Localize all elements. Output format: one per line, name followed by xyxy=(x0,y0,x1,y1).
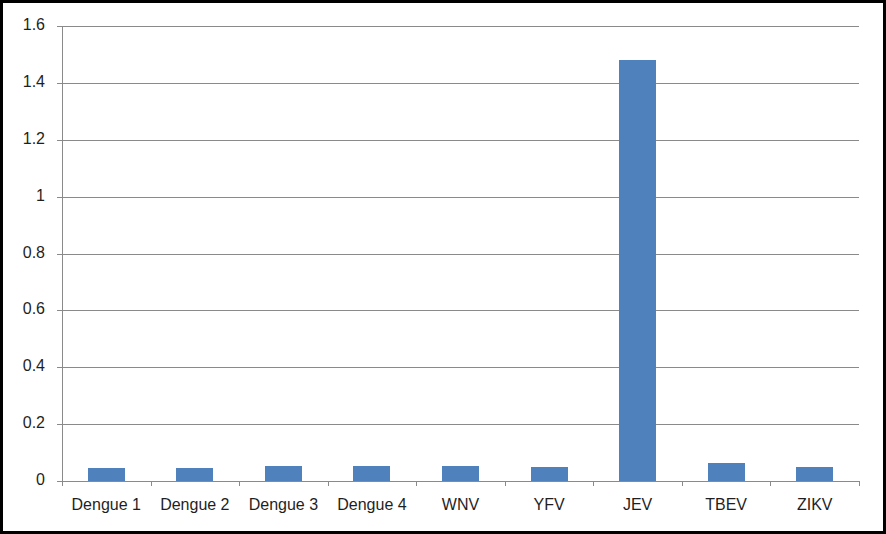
y-axis-tick-label: 1.6 xyxy=(5,16,45,34)
bar-dengue-1 xyxy=(88,468,125,481)
y-axis-tick-label: 1 xyxy=(5,187,45,205)
x-axis-tick xyxy=(62,481,63,486)
y-axis-tick-label: 0.6 xyxy=(5,300,45,318)
x-axis-tick xyxy=(770,481,771,486)
y-axis-tick-label: 0.2 xyxy=(5,414,45,432)
bar-dengue-3 xyxy=(265,466,302,481)
gridline xyxy=(57,254,859,255)
y-axis-tick-label: 1.2 xyxy=(5,130,45,148)
bar-dengue-4 xyxy=(353,466,390,481)
bar-yfv xyxy=(531,467,568,481)
bar-tbev xyxy=(708,463,745,481)
x-axis-tick xyxy=(239,481,240,486)
bar-dengue-2 xyxy=(176,468,213,481)
y-axis-tick-label: 0.8 xyxy=(5,244,45,262)
bar-zikv xyxy=(796,467,833,481)
x-axis-tick xyxy=(593,481,594,486)
x-axis-tick xyxy=(151,481,152,486)
gridline xyxy=(57,26,859,27)
gridline xyxy=(57,310,859,311)
y-axis-line xyxy=(62,26,63,482)
x-axis-tick xyxy=(682,481,683,486)
gridline xyxy=(57,424,859,425)
chart-frame: 00.20.40.60.811.21.41.6Dengue 1Dengue 2D… xyxy=(0,0,886,534)
bar-wnv xyxy=(442,466,479,481)
bar-jev xyxy=(619,60,656,481)
x-axis-line xyxy=(57,481,859,482)
y-axis-tick-label: 0 xyxy=(5,471,45,489)
x-axis-tick xyxy=(859,481,860,486)
x-axis-category-label: ZIKV xyxy=(755,496,875,514)
x-axis-tick xyxy=(328,481,329,486)
gridline xyxy=(57,367,859,368)
x-axis-tick xyxy=(505,481,506,486)
gridline xyxy=(57,83,859,84)
y-axis-tick-label: 1.4 xyxy=(5,73,45,91)
gridline xyxy=(57,197,859,198)
gridline xyxy=(57,140,859,141)
y-axis-tick-label: 0.4 xyxy=(5,357,45,375)
x-axis-tick xyxy=(416,481,417,486)
